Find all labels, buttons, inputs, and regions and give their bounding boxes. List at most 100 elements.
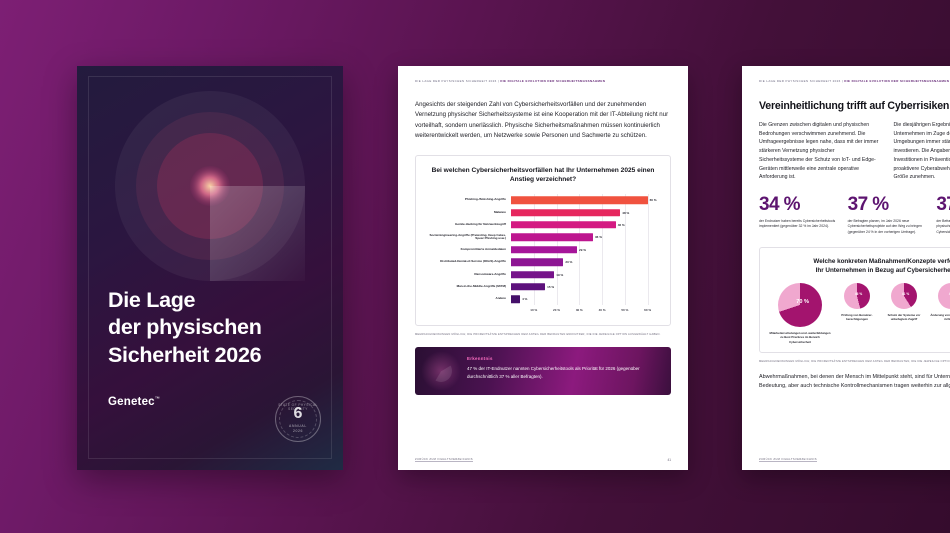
insight-text: 47 % der IT-Endnutzer nannten Cybersiche…	[467, 366, 640, 379]
bar-fill	[511, 221, 616, 229]
bar-value-label: 48 %	[622, 210, 630, 215]
pie-chart-footnote: MEHRFACHNENNUNGEN MÖGLICH; DIE PROZENTSÄ…	[759, 359, 950, 363]
stat-value: 34 %	[759, 194, 801, 216]
genetec-logo-text: Genetec	[108, 396, 155, 408]
back-to-toc-link[interactable]: ZURÜCK ZUM INHALTSVERZEICHNIS	[759, 457, 817, 462]
insight-callout: Erkenntnis 47 % der IT-Endnutzer nannten…	[415, 347, 671, 396]
bar-chart-row: Geräte-Hacking für Netzwerkzugriff 46 %	[427, 219, 659, 231]
pie-value-label: 70 %	[796, 298, 809, 305]
bar-track: 19 %	[511, 268, 659, 280]
bar-track: 29 %	[511, 244, 659, 256]
cover-title-line-2: der physischen	[108, 315, 262, 340]
pie-chart-item: 70 % Mitarbeiterschulungen und -weiterbil…	[769, 283, 831, 344]
bar-chart-plot: Phishing-/Smishing-Angriffe 60 % Malware 48…	[427, 193, 659, 306]
bar-value-label: 4 %	[522, 297, 528, 302]
bar-chart-row: Ransomware-Angriffe 19 %	[427, 268, 659, 280]
closing-paragraph: Abwehrmaßnahmen, bei denen der Mensch im…	[759, 373, 950, 389]
pie-chart-item: 46 % Prüfung von Benutzer-berechtigungen	[836, 283, 878, 321]
bar-value-label: 46 %	[617, 222, 625, 227]
chart-footnote: MEHRFACHNENNUNGEN MÖGLICH; DIE PROZENTSÄ…	[415, 333, 661, 337]
bar-fill	[511, 233, 593, 242]
bar-chart-title: Bei welchen Cybersicherheitsvorfällen ha…	[431, 166, 655, 184]
bar-chart-row: Kompromittierte Anmeldedaten 29 %	[427, 244, 659, 256]
bar-chart-row: Social-Engineering-Angriffe (Pretexting,…	[427, 231, 659, 243]
bar-fill	[511, 270, 555, 279]
running-head: DIE LAGE DER PHYSISCHEN SICHERHEIT 2026 …	[415, 79, 671, 83]
bar-chart-row: Andere 4 %	[427, 293, 659, 305]
bar-chart-card: Bei welchen Cybersicherheitsvorfällen ha…	[415, 154, 671, 327]
bar-track: 48 %	[511, 206, 659, 218]
x-axis-tick-label: 60 %	[644, 308, 652, 313]
bar-value-label: 23 %	[565, 260, 573, 265]
cover-frame	[88, 76, 332, 459]
stat-group: 34 % der Endnutzer haben bereits Cybersic…	[759, 195, 950, 235]
pie-chart-item: 44 % Änderung von Datenspeicher-richtlini…	[930, 283, 950, 321]
stat-block: 37 % der Befragten berichteten von einer …	[936, 195, 950, 235]
back-to-toc-link[interactable]: ZURÜCK ZUM INHALTSVERZEICHNIS	[415, 457, 473, 462]
pie-chart-card: Welche konkreten Maßnahmen/Konzepte verf…	[759, 246, 950, 353]
cover-title-line-1: Die Lage	[108, 288, 196, 312]
bar-fill	[511, 246, 578, 254]
x-axis-tick-label: 30 %	[575, 308, 583, 313]
stat-block: 34 % der Endnutzer haben bereits Cybersic…	[759, 195, 838, 235]
x-axis-tick-label: 50 %	[621, 308, 629, 313]
bar-chart-row: Phishing-/Smishing-Angriffe 60 %	[427, 194, 659, 206]
pie-value-label: 46 %	[854, 292, 863, 297]
bar-track: 60 %	[511, 194, 659, 206]
pie-caption: Änderung von Datenspeicher-richtlinien	[930, 313, 950, 322]
bar-track: 36 %	[511, 231, 659, 243]
pie-value-label: 44 %	[949, 292, 950, 296]
cover-ring-graphic	[115, 91, 305, 281]
stat-caption: der Befragten planen, im Jahr 2026 neue …	[847, 219, 922, 234]
page-footer: ZURÜCK ZUM INHALTSVERZEICHNIS 41	[415, 457, 671, 462]
bar-track: 4 %	[511, 293, 659, 305]
bar-track: 15 %	[511, 281, 659, 293]
bar-category-label: Distributed-Denial-of-Service (DDoS)-Ang…	[440, 259, 506, 264]
pie-chart-title: Welche konkreten Maßnahmen/Konzepte verf…	[769, 257, 950, 275]
bar-category-label: Phishing-/Smishing-Angriffe	[464, 197, 506, 202]
badge-year: 2026	[293, 428, 303, 433]
bar-track: 46 %	[511, 219, 659, 231]
pie-slice-graphic: 41 %	[891, 283, 917, 310]
running-head: DIE LAGE DER PHYSISCHEN SICHERHEIT 2026 …	[759, 79, 950, 83]
pie-slice-graphic: 44 %	[938, 283, 950, 310]
bar-chart-x-axis: 10 % 20 % 30 % 40 % 50 % 60 %	[427, 307, 659, 316]
page-footer: ZURÜCK ZUM INHALTSVERZEICHNIS 42	[759, 457, 950, 462]
stat-block: 37 % der Befragten planen, im Jahr 2026 n…	[848, 195, 927, 235]
stat-value: 37 %	[847, 194, 890, 216]
bar-category-label: Malware	[493, 209, 506, 214]
cover-title: Die Lage der physischen Sicherheit 2026	[108, 287, 323, 369]
badge-subtitle: ANNUAL	[289, 423, 307, 428]
bar-category-label: Kompromittierte Anmeldedaten	[460, 246, 506, 251]
bar-category-label: Social-Engineering-Angriffe (Pretexting,…	[429, 232, 506, 241]
pie-chart-item: 41 % Schutz der Systeme vor unbefugtem Zu…	[883, 283, 925, 321]
insight-heading: Erkenntnis	[467, 356, 493, 362]
x-axis-ticks: 10 % 20 % 30 % 40 % 50 % 60 %	[511, 307, 659, 316]
body-column-right: Die diesjährigen Ergebnisse zeigen außer…	[893, 122, 950, 181]
cover-page: Die Lage der physischen Sicherheit 2026 …	[77, 66, 343, 470]
genetec-logo: Genetec™	[108, 396, 160, 408]
bar-chart-row: Distributed-Denial-of-Service (DDoS)-Ang…	[427, 256, 659, 268]
bar-fill	[511, 258, 564, 266]
running-head-bold: DIE DIGITALE EVOLUTION DER SICHERHEITSMA…	[500, 79, 606, 83]
bar-value-label: 36 %	[594, 235, 602, 240]
pie-value-label: 41 %	[901, 292, 910, 297]
badge-arc-text: STATE OF PHYSICAL SECURITY	[278, 402, 318, 411]
x-axis-tick-label: 10 %	[530, 308, 538, 313]
bar-chart-row: Man-in-the-Middle-Angriffe (MiTM) 15 %	[427, 281, 659, 293]
pie-caption: Prüfung von Benutzer-berechtigungen	[841, 313, 873, 322]
stat-value: 37 %	[936, 194, 950, 216]
bar-category-label: Ransomware-Angriffe	[474, 271, 506, 276]
page-title: Vereinheitlichung trifft auf Cyberrisike…	[759, 100, 950, 112]
bar-value-label: 60 %	[649, 198, 657, 203]
bar-value-label: 29 %	[579, 247, 586, 252]
trademark-icon: ™	[154, 396, 160, 403]
pie-chart-title-line-2: Ihr Unternehmen in Bezug auf Cybersicher…	[815, 267, 950, 275]
running-head-plain: DIE LAGE DER PHYSISCHEN SICHERHEIT 2026 …	[415, 79, 501, 83]
pie-chart-title-line-1: Welche konkreten Maßnahmen/Konzepte verf…	[813, 257, 950, 265]
running-head-plain: DIE LAGE DER PHYSISCHEN SICHERHEIT 2026 …	[759, 79, 845, 83]
body-column-left: Die Grenzen zwischen digitalen und physi…	[759, 122, 879, 181]
bar-fill	[511, 295, 521, 303]
two-column-body: Die Grenzen zwischen digitalen und physi…	[759, 121, 950, 182]
bar-value-label: 15 %	[547, 284, 555, 289]
